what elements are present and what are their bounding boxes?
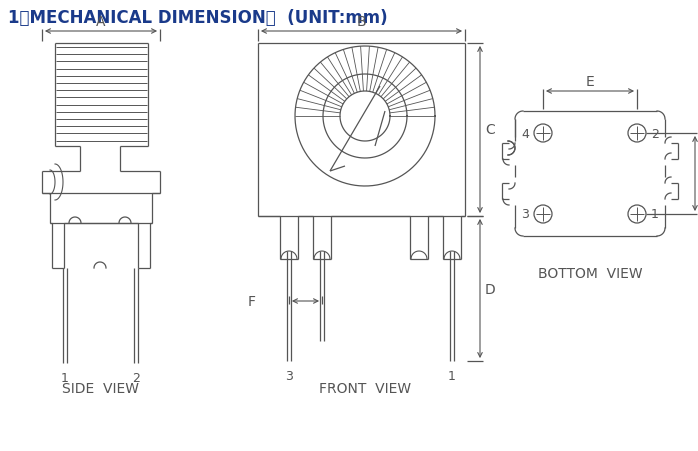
Text: 1: 1 — [448, 369, 456, 382]
Text: FRONT  VIEW: FRONT VIEW — [319, 381, 411, 395]
Text: C: C — [485, 123, 495, 137]
Text: 1，MECHANICAL DIMENSION：  (UNIT:mm): 1，MECHANICAL DIMENSION： (UNIT:mm) — [8, 9, 387, 27]
Text: 3: 3 — [285, 369, 293, 382]
Text: D: D — [485, 282, 496, 296]
Text: 4: 4 — [521, 127, 529, 140]
Text: 2: 2 — [651, 127, 659, 140]
Text: 2: 2 — [132, 371, 140, 384]
Text: B: B — [357, 15, 366, 29]
Text: 1: 1 — [651, 208, 659, 221]
Text: SIDE  VIEW: SIDE VIEW — [61, 381, 138, 395]
Text: 3: 3 — [521, 208, 529, 221]
Text: E: E — [586, 75, 595, 89]
Text: BOTTOM  VIEW: BOTTOM VIEW — [537, 267, 642, 281]
Text: A: A — [96, 15, 106, 29]
Text: F: F — [248, 295, 256, 308]
Text: 1: 1 — [61, 371, 69, 384]
